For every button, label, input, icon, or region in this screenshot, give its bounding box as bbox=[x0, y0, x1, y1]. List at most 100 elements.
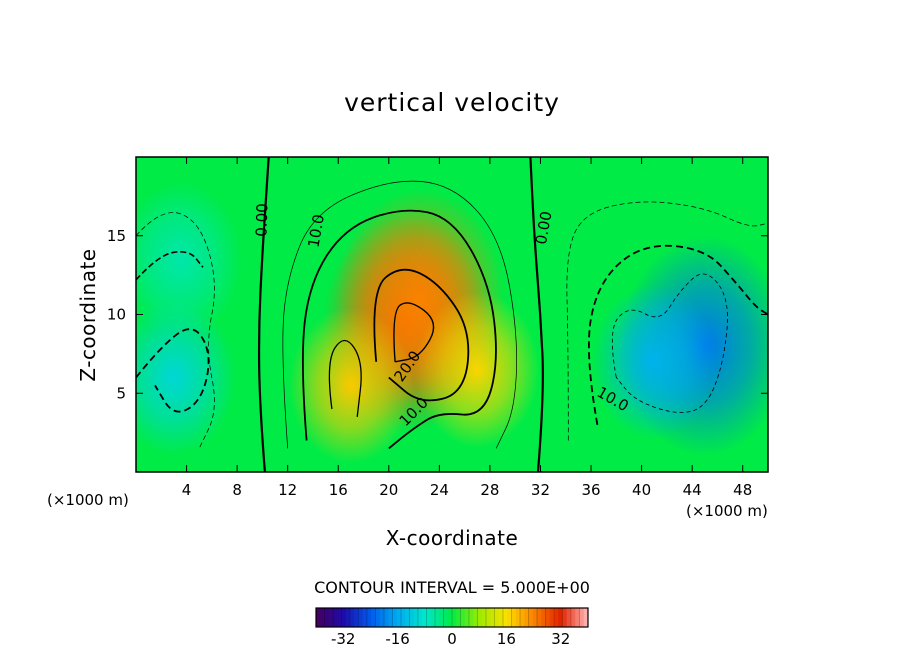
contour-interval-label: CONTOUR INTERVAL = 5.000E+00 bbox=[314, 578, 590, 597]
colorbar-segment bbox=[409, 608, 415, 627]
contour-line bbox=[588, 244, 768, 425]
chart-title: vertical velocity bbox=[344, 88, 560, 117]
colorbar-segment bbox=[358, 608, 364, 627]
colorbar-segment bbox=[473, 608, 478, 627]
colorbar-segment bbox=[579, 608, 585, 627]
x-axis-label: X-coordinate bbox=[385, 526, 519, 550]
contour-lines bbox=[136, 157, 768, 472]
colorbar-segment bbox=[515, 608, 521, 627]
contour-line bbox=[529, 157, 544, 472]
contour-line bbox=[611, 273, 728, 413]
y-axis: 5 10 15 bbox=[107, 227, 768, 402]
colorbar-segment bbox=[524, 608, 529, 627]
colorbar-segment bbox=[481, 608, 487, 627]
colorbar-segment bbox=[396, 608, 402, 627]
field-extremum bbox=[592, 283, 717, 440]
colorbar-segment bbox=[375, 608, 381, 627]
y-tick-label: 10 bbox=[107, 306, 126, 324]
colorbar-tick-label: 16 bbox=[497, 630, 516, 648]
colorbar-segment bbox=[418, 608, 423, 627]
x-tick-label: 40 bbox=[632, 481, 651, 499]
colorbar-segment bbox=[494, 608, 500, 627]
colorbar-segment bbox=[443, 608, 449, 627]
colorbar-segment bbox=[460, 608, 466, 627]
colorbar-segment bbox=[405, 608, 410, 627]
x-axis: 4 8 12 16 20 24 28 32 36 40 44 48 bbox=[182, 157, 752, 499]
y-tick-label: 15 bbox=[107, 227, 126, 245]
colorbar-segment bbox=[401, 608, 406, 627]
colorbar-segment bbox=[452, 608, 457, 627]
colorbar-segment bbox=[532, 608, 538, 627]
colorbar-segment bbox=[456, 608, 461, 627]
field-extremum bbox=[136, 299, 236, 456]
contour-line bbox=[328, 339, 362, 417]
field-extremum bbox=[415, 291, 540, 448]
x-tick-label: 4 bbox=[182, 481, 192, 499]
contour-line bbox=[566, 201, 768, 441]
colorbar-tick-label: -16 bbox=[385, 630, 410, 648]
colorbar-segment bbox=[558, 608, 563, 627]
x-tick-label: 32 bbox=[531, 481, 550, 499]
colorbar-segment bbox=[575, 608, 580, 627]
colorbar-segment bbox=[384, 608, 389, 627]
field-extremum bbox=[136, 181, 243, 338]
colorbar: -32 -16 0 16 32 bbox=[315, 607, 589, 648]
colorbar-segment bbox=[490, 608, 495, 627]
colorbar-segment bbox=[430, 608, 436, 627]
colorbar-segment bbox=[562, 608, 568, 627]
colorbar-segment bbox=[498, 608, 504, 627]
colorbar-segment bbox=[486, 608, 491, 627]
colorbar-segment bbox=[447, 608, 453, 627]
field-extremum bbox=[288, 307, 413, 464]
contour-line bbox=[282, 180, 517, 449]
x-tick-label: 24 bbox=[430, 481, 449, 499]
colorbar-segment bbox=[528, 608, 534, 627]
colorbar-segment bbox=[435, 608, 440, 627]
contour-line bbox=[136, 212, 215, 449]
colorbar-segment bbox=[345, 608, 351, 627]
y-tick-label: 5 bbox=[116, 384, 126, 402]
colorbar-segment bbox=[379, 608, 385, 627]
colorbar-segment bbox=[350, 608, 355, 627]
colorbar-segment bbox=[571, 608, 576, 627]
contour-line bbox=[373, 268, 470, 402]
colorbar-segment bbox=[388, 608, 393, 627]
colorbar-segment bbox=[367, 608, 372, 627]
contour-line bbox=[136, 250, 204, 281]
x-tick-label: 36 bbox=[581, 481, 600, 499]
x-tick-label: 8 bbox=[232, 481, 242, 499]
contour-line bbox=[257, 157, 270, 472]
x-unit-label-left: (×1000 m) bbox=[47, 491, 129, 509]
colorbar-segment bbox=[464, 608, 470, 627]
colorbar-segment bbox=[507, 608, 512, 627]
x-unit-label-right: (×1000 m) bbox=[686, 502, 768, 520]
x-tick-label: 16 bbox=[329, 481, 348, 499]
colorbar-tick-label: 32 bbox=[551, 630, 570, 648]
colorbar-segment bbox=[320, 608, 325, 627]
contour-label: 10.0 bbox=[304, 213, 328, 249]
colorbar-segment bbox=[422, 608, 427, 627]
colorbar-frame bbox=[315, 607, 589, 628]
colorbar-segment bbox=[583, 608, 589, 627]
colorbar-segment bbox=[413, 608, 419, 627]
x-tick-label: 44 bbox=[683, 481, 702, 499]
colorbar-segment bbox=[341, 608, 347, 627]
colorbar-tick-label: 0 bbox=[447, 630, 457, 648]
colorbar-segment bbox=[362, 608, 368, 627]
colorbar-segment bbox=[511, 608, 517, 627]
colorbar-segment bbox=[541, 608, 546, 627]
velocity-field bbox=[136, 157, 768, 472]
colorbar-segment bbox=[333, 608, 338, 627]
colorbar-segment bbox=[392, 608, 398, 627]
contour-line bbox=[393, 302, 435, 363]
colorbar-tick-label: -32 bbox=[331, 630, 356, 648]
x-tick-label: 12 bbox=[278, 481, 297, 499]
x-tick-label: 28 bbox=[480, 481, 499, 499]
contour-label: 0.00 bbox=[532, 210, 556, 246]
colorbar-segment bbox=[316, 608, 321, 627]
colorbar-segment bbox=[354, 608, 359, 627]
colorbar-segment bbox=[477, 608, 483, 627]
colorbar-segment bbox=[324, 608, 330, 627]
colorbar-segment bbox=[328, 608, 334, 627]
